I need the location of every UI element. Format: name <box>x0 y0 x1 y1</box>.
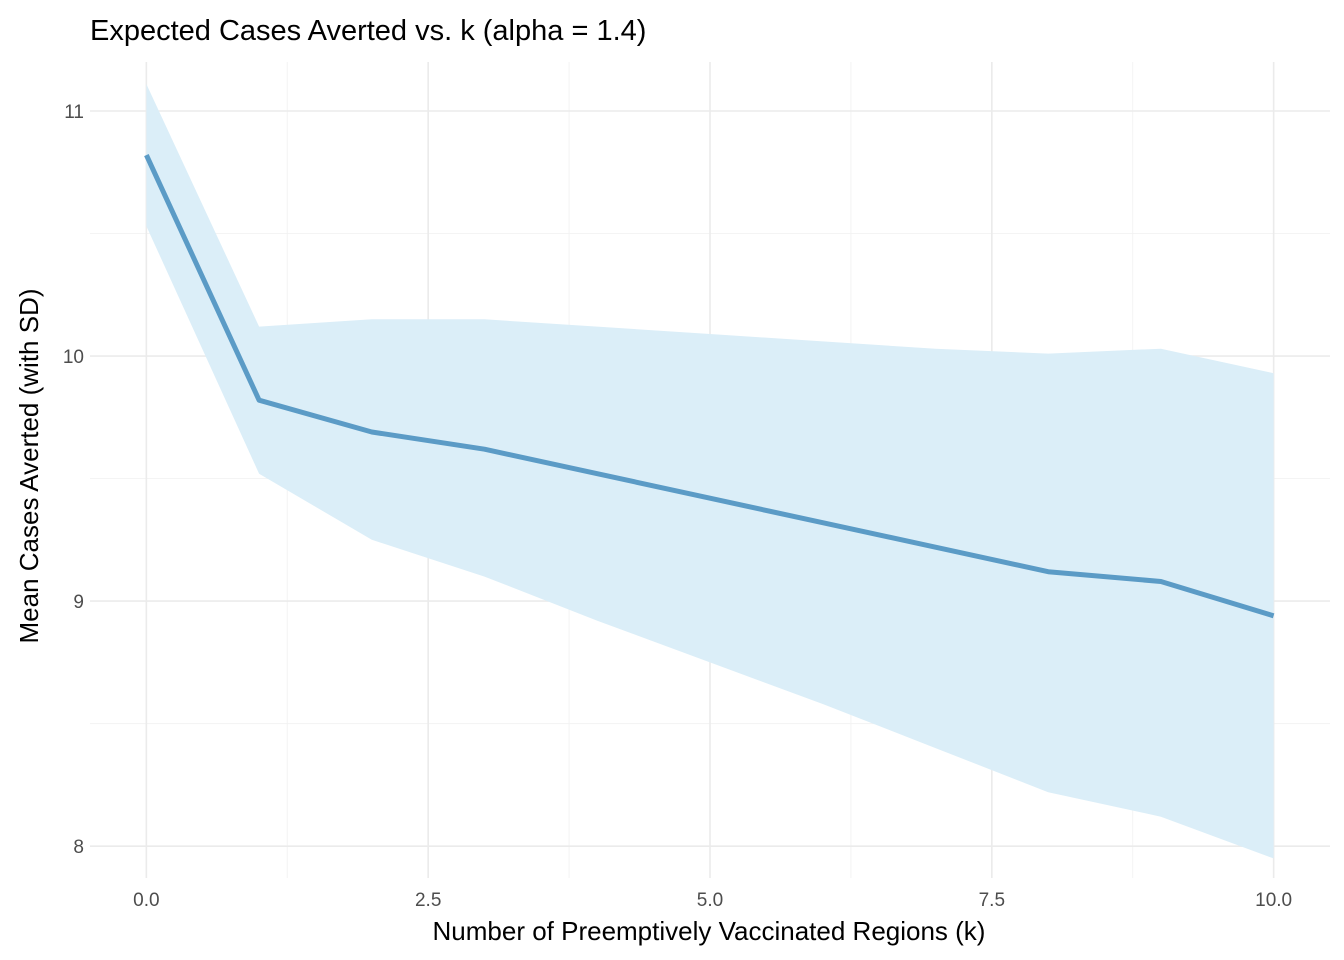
y-tick-label: 11 <box>64 102 84 123</box>
x-tick-label: 10.0 <box>1255 890 1292 911</box>
y-tick-labels: 8 9 10 11 <box>63 102 84 858</box>
mean-line <box>144 154 1275 619</box>
sd-band <box>146 84 1274 859</box>
y-tick-label: 8 <box>73 837 84 858</box>
y-tick-label: 10 <box>63 347 84 368</box>
x-axis-title: Number of Preemptively Vaccinated Region… <box>433 916 986 946</box>
x-tick-label: 7.5 <box>979 890 1005 911</box>
y-tick-label: 9 <box>73 592 84 613</box>
x-tick-label: 5.0 <box>697 890 723 911</box>
x-tick-label: 0.0 <box>133 890 159 911</box>
x-tick-label: 2.5 <box>415 890 441 911</box>
chart-title: Expected Cases Averted vs. k (alpha = 1.… <box>90 15 646 47</box>
y-axis-title: Mean Cases Averted (with SD) <box>14 289 44 644</box>
x-tick-labels: 0.0 2.5 5.0 7.5 10.0 <box>133 890 1292 911</box>
